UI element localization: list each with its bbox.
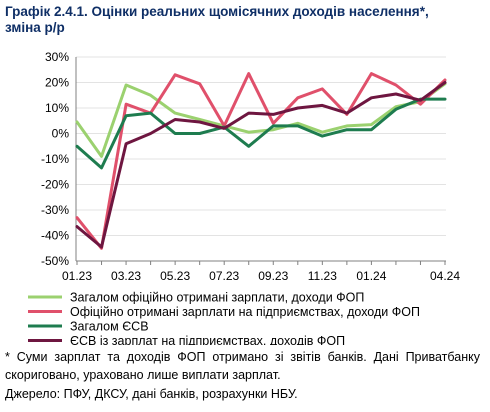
legend-label: Загалом ЄСВ <box>70 320 149 334</box>
line-chart: 30% 20% 10% 0% -10% -20% -30% -40% -50% 01.23 03.… <box>28 50 460 345</box>
legend-label: Загалом офіційно отримані зарплати, дохо… <box>70 291 364 305</box>
series-line-4 <box>75 81 447 249</box>
footnote: * Суми зарплат та доходів ФОП отримано з… <box>5 350 480 382</box>
gridlines <box>76 56 446 236</box>
notes: * Суми зарплат та доходів ФОП отримано з… <box>5 349 480 404</box>
x-tick-label: 04.24 <box>430 269 460 283</box>
series-line-1 <box>75 82 447 158</box>
y-tick-label: -30% <box>41 203 69 217</box>
series-line-3 <box>75 97 447 170</box>
y-tick-labels: 30% 20% 10% 0% -10% -20% -30% -40% -50% <box>41 50 69 268</box>
x-tick-label: 07.23 <box>209 269 239 283</box>
legend-label: Офіційно отримані зарплати на підприємст… <box>70 305 420 319</box>
chart-title: Графік 2.4.1. Оцінки реальних щомісячних… <box>5 4 485 36</box>
x-tick-label: 03.23 <box>111 269 141 283</box>
y-tick-label: -40% <box>41 229 69 243</box>
y-tick-label: 30% <box>45 50 69 64</box>
x-tick-labels: 01.23 03.23 05.23 07.23 09.23 11.23 01.24 04.24 <box>62 269 460 283</box>
x-tick-label: 09.23 <box>258 269 288 283</box>
y-tick-label: -10% <box>41 152 69 166</box>
title-prefix: Графік 2.4.1. <box>5 4 88 19</box>
y-tick-label: 10% <box>45 101 69 115</box>
legend: Загалом офіційно отримані зарплати, дохо… <box>28 291 420 345</box>
title-main: Оцінки реальних щомісячних доходів насел… <box>91 4 429 19</box>
source-note: Джерело: ПФУ, ДКСУ, дані банків, розраху… <box>5 387 298 401</box>
legend-label: ЄСВ із зарплат на підприємствах, доходів… <box>70 334 345 345</box>
y-tick-label: -50% <box>41 254 69 268</box>
x-tick-label: 05.23 <box>160 269 190 283</box>
series-line-2 <box>75 72 447 250</box>
x-tick-label: 11.23 <box>308 269 337 283</box>
x-tick-label: 01.24 <box>356 269 386 283</box>
series-lines <box>75 72 447 250</box>
title-line2: зміна р/р <box>5 20 65 35</box>
y-tick-label: 0% <box>52 127 70 141</box>
y-tick-label: -20% <box>41 178 69 192</box>
y-tick-label: 20% <box>45 76 69 90</box>
x-tick-label: 01.23 <box>62 269 92 283</box>
